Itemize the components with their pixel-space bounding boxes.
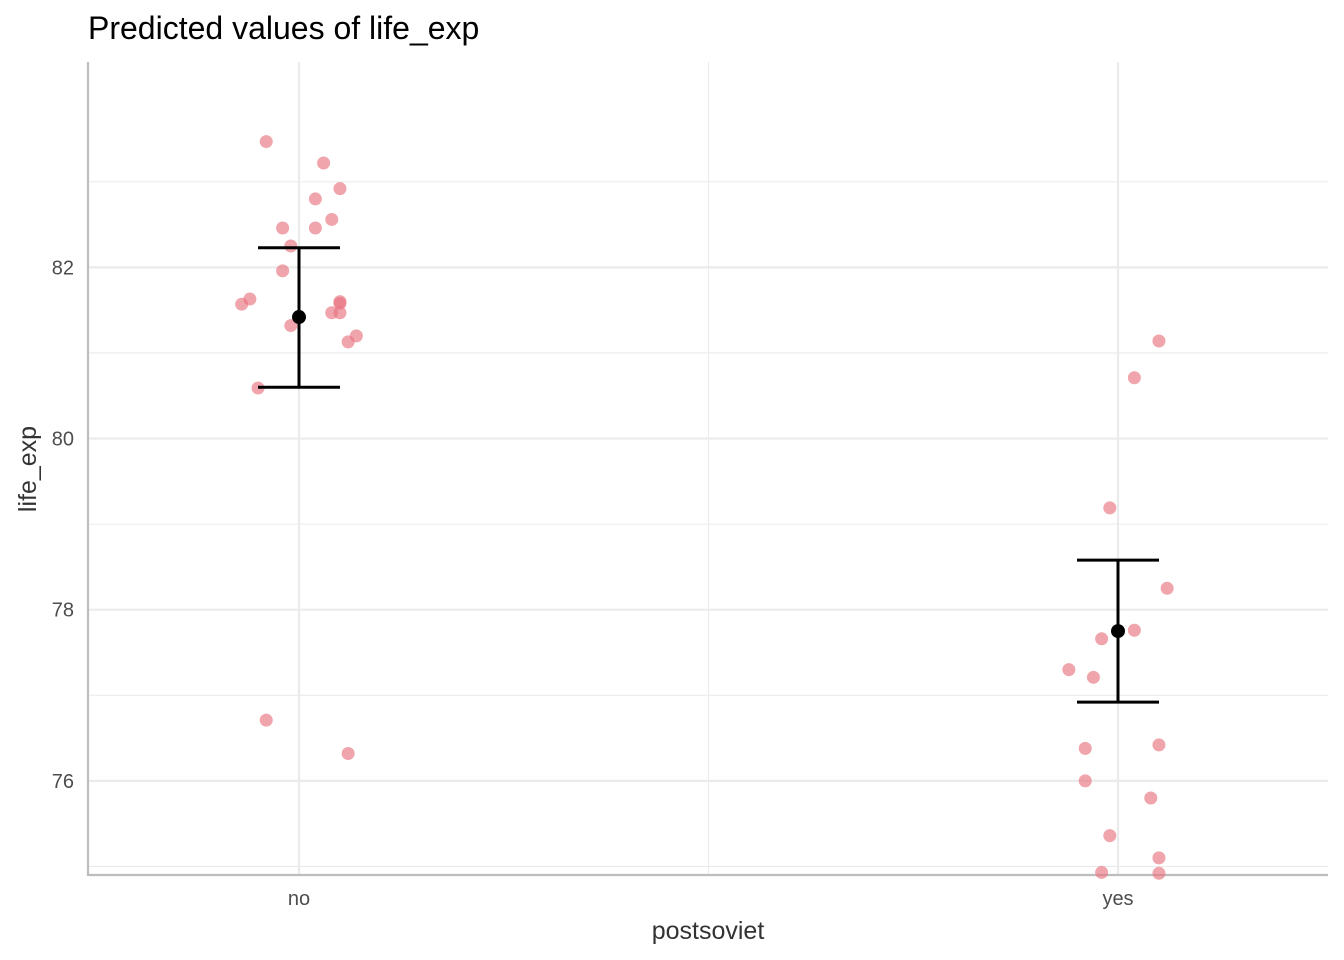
y-axis-tick-labels: 76 78 80 82 bbox=[52, 257, 74, 792]
x-tick-label-no: no bbox=[288, 888, 310, 910]
data-point bbox=[317, 156, 331, 170]
data-point bbox=[1086, 670, 1100, 684]
predicted-point-no bbox=[292, 310, 306, 325]
data-point bbox=[308, 192, 322, 206]
data-point bbox=[325, 212, 339, 226]
y-tick-label: 80 bbox=[52, 429, 74, 451]
x-axis-tick-labels: no yes bbox=[288, 888, 1134, 910]
data-point bbox=[333, 182, 347, 196]
data-point bbox=[259, 135, 273, 149]
data-point bbox=[235, 297, 249, 311]
axes bbox=[86, 62, 1328, 877]
chart-title: Predicted values of life_exp bbox=[88, 10, 479, 46]
data-point bbox=[1103, 829, 1117, 843]
data-point bbox=[276, 264, 290, 278]
estimates-with-ci bbox=[258, 246, 1159, 704]
data-point bbox=[1062, 663, 1076, 677]
y-tick-label: 78 bbox=[52, 600, 74, 622]
data-point bbox=[1103, 501, 1117, 515]
y-tick-label: 82 bbox=[52, 257, 74, 279]
x-axis-title: postsoviet bbox=[652, 917, 765, 945]
data-point bbox=[276, 221, 290, 235]
x-tick-label-yes: yes bbox=[1102, 888, 1133, 910]
data-point bbox=[333, 295, 347, 309]
data-point bbox=[1127, 371, 1141, 385]
data-point bbox=[1078, 741, 1092, 755]
data-point bbox=[259, 713, 273, 727]
data-point bbox=[1152, 334, 1166, 348]
data-point bbox=[325, 306, 339, 320]
data-point bbox=[341, 335, 355, 349]
data-point bbox=[1152, 851, 1166, 865]
data-points bbox=[235, 135, 1174, 880]
y-tick-label: 76 bbox=[52, 771, 74, 793]
data-point bbox=[1152, 866, 1166, 880]
minor-gridlines bbox=[88, 62, 1328, 875]
data-point bbox=[284, 239, 298, 253]
data-point bbox=[341, 746, 355, 760]
data-point bbox=[1095, 632, 1109, 646]
data-point bbox=[1152, 738, 1166, 752]
data-point bbox=[284, 319, 298, 333]
predicted-point-yes bbox=[1111, 624, 1125, 639]
data-point bbox=[1078, 774, 1092, 788]
major-gridlines bbox=[88, 62, 1328, 875]
data-point bbox=[1095, 865, 1109, 879]
data-point bbox=[1127, 623, 1141, 637]
y-axis-title: life_exp bbox=[14, 426, 42, 512]
data-point bbox=[1144, 791, 1158, 805]
data-point bbox=[308, 221, 322, 235]
data-point bbox=[1160, 581, 1174, 595]
